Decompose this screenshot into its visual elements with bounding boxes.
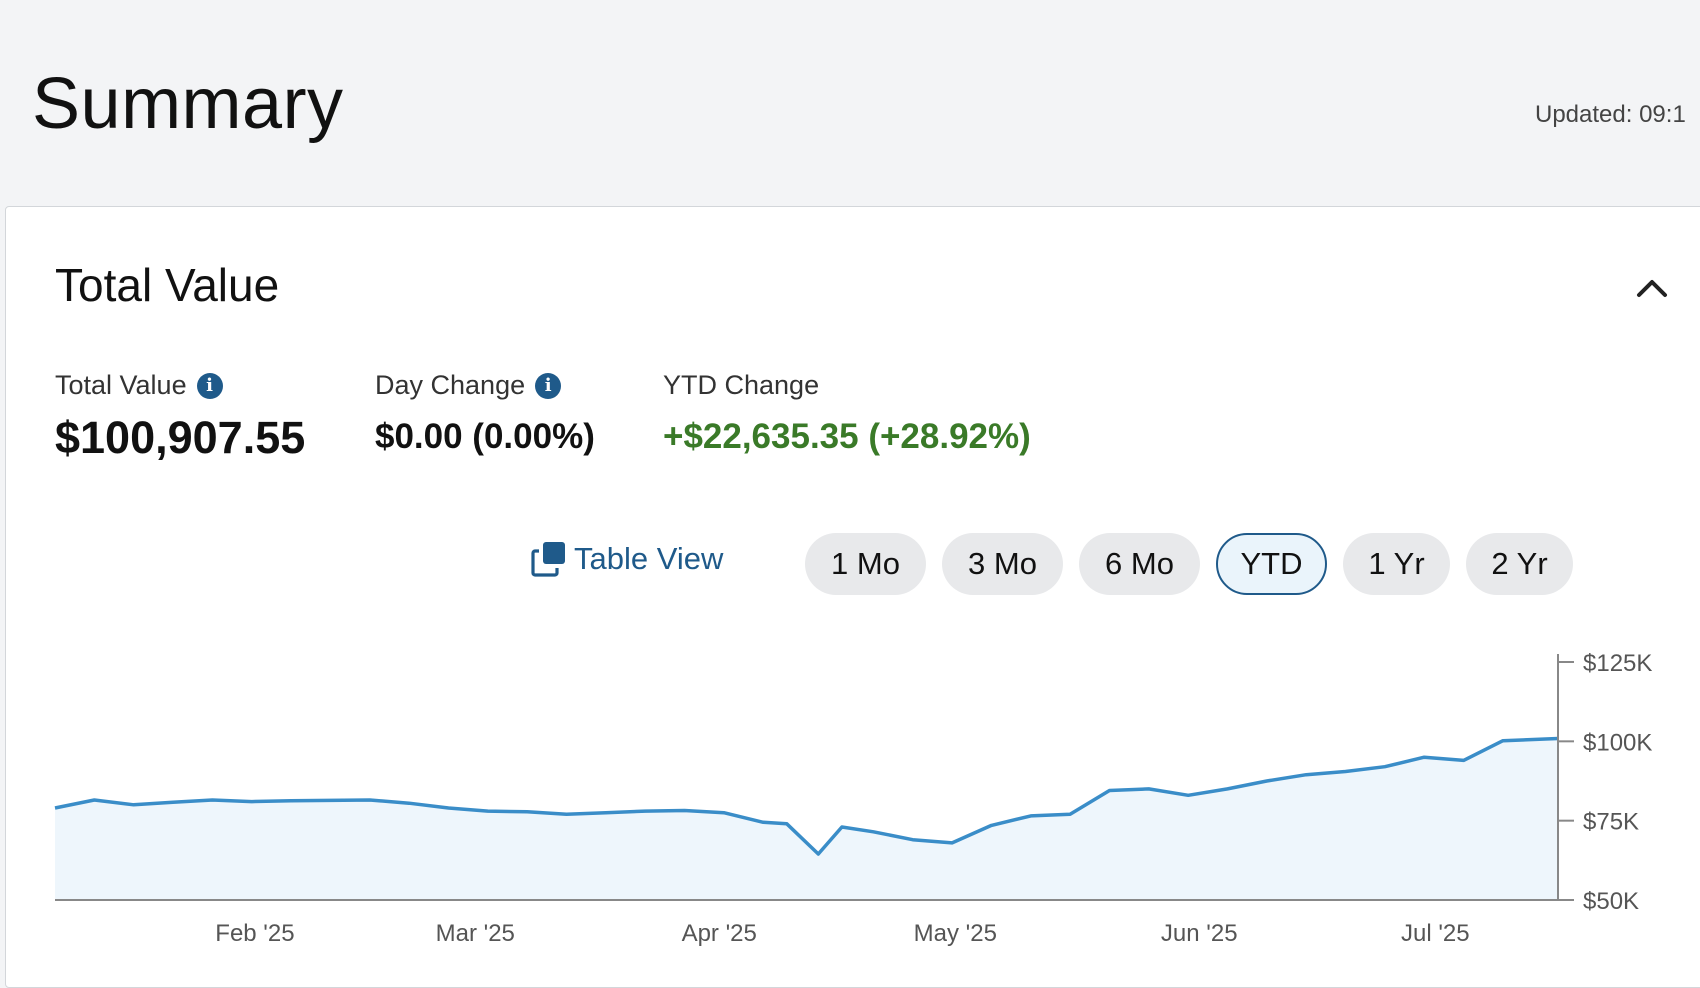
updated-timestamp: Updated: 09:1 [1535, 101, 1686, 129]
x-tick-label: Feb '25 [215, 920, 294, 947]
x-tick-label: Mar '25 [436, 920, 515, 947]
total-value-chart: $125K $100K $75K $50K Feb '25 Mar '25 Apr '25 M… [6, 207, 1700, 987]
x-tick-label: Apr '25 [682, 920, 757, 947]
y-tick-label: $100K [1583, 729, 1652, 756]
y-tick-label: $125K [1583, 650, 1652, 677]
y-tick-label: $50K [1583, 888, 1639, 915]
x-tick-label: May '25 [914, 920, 997, 947]
x-tick-label: Jun '25 [1161, 920, 1238, 947]
total-value-card: Total Value Total Value i $100,907.55 Da… [5, 206, 1700, 988]
x-tick-label: Jul '25 [1401, 920, 1470, 947]
y-tick-label: $75K [1583, 809, 1639, 836]
series-area [55, 739, 1558, 901]
page-title: Summary [32, 68, 344, 140]
